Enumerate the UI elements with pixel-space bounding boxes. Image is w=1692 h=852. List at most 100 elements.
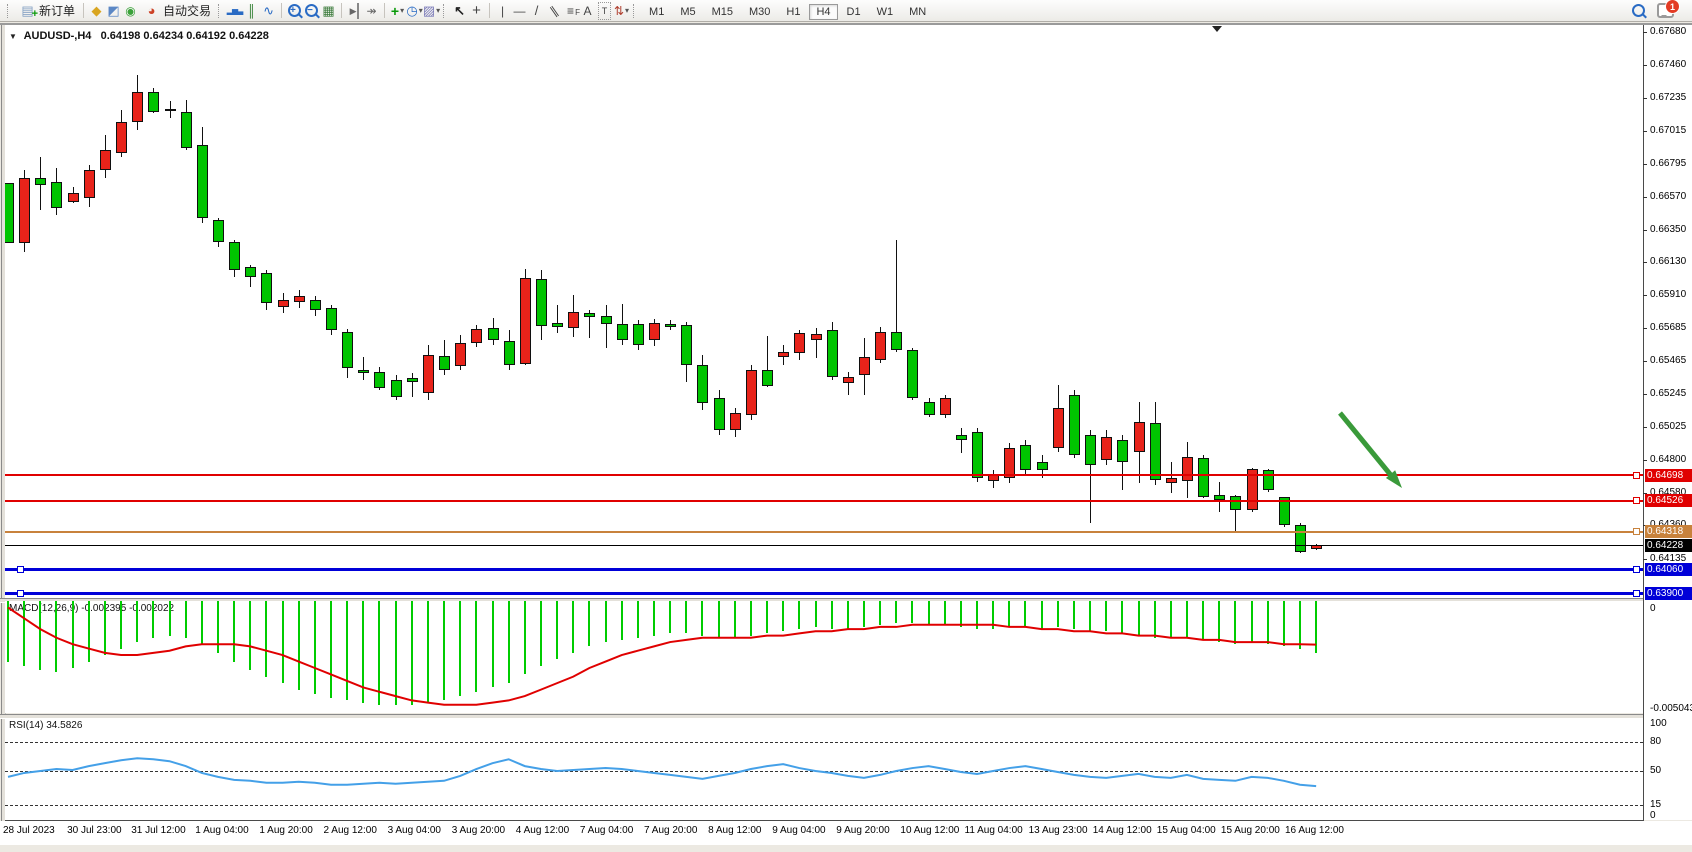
macd-bar [943,601,946,625]
macd-bar [249,601,252,671]
macd-bar [1185,601,1188,638]
auto-scroll-icon[interactable] [363,3,380,19]
styles-icon[interactable] [88,3,105,19]
line-handle[interactable] [1633,566,1640,574]
tf-H1[interactable]: H1 [786,5,801,18]
candle [1020,444,1032,470]
tf-D1[interactable]: D1 [846,5,861,18]
candle [632,324,644,346]
cursor-icon[interactable] [451,3,468,19]
price-tick-label: 0.67235 [1650,92,1687,104]
text-label-icon[interactable] [596,3,613,19]
rsi-value: 34.5826 [46,720,83,731]
line-handle[interactable] [1633,590,1640,598]
line-handle[interactable] [1633,471,1640,479]
chart-shift-marker[interactable] [1212,26,1222,32]
chart-shift-icon[interactable] [346,3,363,19]
price-tick [1643,163,1647,165]
periods-button[interactable] [406,3,423,19]
line-handle[interactable] [17,590,24,598]
text-icon[interactable] [579,3,596,19]
candle [1004,447,1016,478]
rsi-panel[interactable]: RSI(14) 34.5826 [5,718,1643,820]
horizontal-line-icon[interactable] [511,3,528,19]
tf-H4[interactable]: H4 [809,3,838,20]
macd-bar [1008,601,1011,627]
date-label: 31 Jul 12:00 [131,825,186,836]
vertical-line-icon[interactable] [494,3,511,19]
candle [875,332,887,360]
indicators-button[interactable] [389,3,406,19]
candle [568,311,580,329]
line-handle[interactable] [17,566,24,574]
chart-collapse-icon[interactable]: ▼ [9,32,17,41]
tf-M1[interactable]: M1 [649,5,665,18]
candle [826,330,838,378]
line-handle[interactable] [1633,497,1640,505]
hline-0.64318[interactable] [5,530,1643,533]
autotrading-button[interactable]: 自动交易 [139,1,215,20]
price-tick [1643,196,1647,198]
candle [713,398,725,431]
date-label: 1 Aug 04:00 [195,825,249,836]
zoom-in-icon[interactable] [286,3,303,19]
candle [519,278,531,364]
price-chart-panel[interactable]: ▼ AUDUSD-,H4 0.64198 0.64234 0.64192 0.6… [5,25,1643,600]
equidistant-channel-icon[interactable] [545,3,562,19]
candle [1101,437,1113,460]
candle-wick [815,328,817,359]
line-price-label: 0.64060 [1645,563,1692,577]
signals-icon[interactable] [122,3,139,19]
date-label: 28 Jul 2023 [3,825,55,836]
toolbar-grip[interactable] [443,3,448,18]
hline-0.64060[interactable] [5,568,1643,572]
crosshair-icon[interactable] [468,3,485,19]
tile-windows-icon[interactable] [320,3,337,19]
toolbar-grip[interactable] [7,3,12,18]
profile-icon[interactable] [105,3,122,19]
trendline-icon[interactable] [528,3,545,19]
hline-0.64228[interactable] [5,544,1643,546]
price-axis[interactable] [1644,25,1692,820]
macd-bar [782,601,785,632]
toolbar-separator [281,3,283,18]
tf-M30[interactable]: M30 [749,5,771,18]
toolbar-grip[interactable] [218,3,223,18]
arrow-annotation[interactable] [5,25,1643,600]
hline-0.64698[interactable] [5,474,1643,477]
new-order-button[interactable]: 新订单 [15,1,79,22]
tf-M5[interactable]: M5 [680,5,696,18]
candle [1181,457,1193,481]
candlestick-chart-icon[interactable] [243,3,260,19]
bid-price-label: 0.64228 [1645,538,1692,552]
tf-MN[interactable]: MN [909,5,927,18]
tf-W1[interactable]: W1 [876,5,894,18]
price-tick-label: 0.67680 [1650,25,1687,37]
toolbar-grip[interactable] [633,3,638,18]
candle [923,402,935,415]
line-chart-icon[interactable] [260,3,277,19]
macd-bar [523,601,526,675]
line-handle[interactable] [1633,528,1640,536]
price-tick-label: 0.65025 [1650,420,1687,432]
hline-0.63900[interactable] [5,592,1643,596]
candle [1036,462,1048,470]
toolbar-separator [384,3,386,18]
macd-bar [1218,601,1221,643]
fibonacci-icon[interactable] [562,3,580,21]
bar-chart-icon[interactable] [226,3,243,19]
macd-bar [443,601,446,701]
search-icon[interactable] [1630,3,1647,19]
time-axis[interactable]: 28 Jul 2023 30 Jul 23:00 31 Jul 12:00 1 Aug… [0,821,1692,845]
arrows-icon[interactable] [613,3,630,19]
price-axis-line [1643,25,1644,821]
macd-bar [55,601,58,673]
date-label: 7 Aug 04:00 [579,825,634,836]
tf-M15[interactable]: M15 [711,5,733,18]
zoom-out-icon[interactable] [303,3,320,19]
macd-panel[interactable]: MACD(12,26,9) -0.002395 -0.002022 [5,601,1643,713]
hline-0.64526[interactable] [5,499,1643,502]
macd-bar [911,601,914,623]
templates-button[interactable] [423,3,440,19]
notifications-icon[interactable]: 1 [1657,0,1680,19]
